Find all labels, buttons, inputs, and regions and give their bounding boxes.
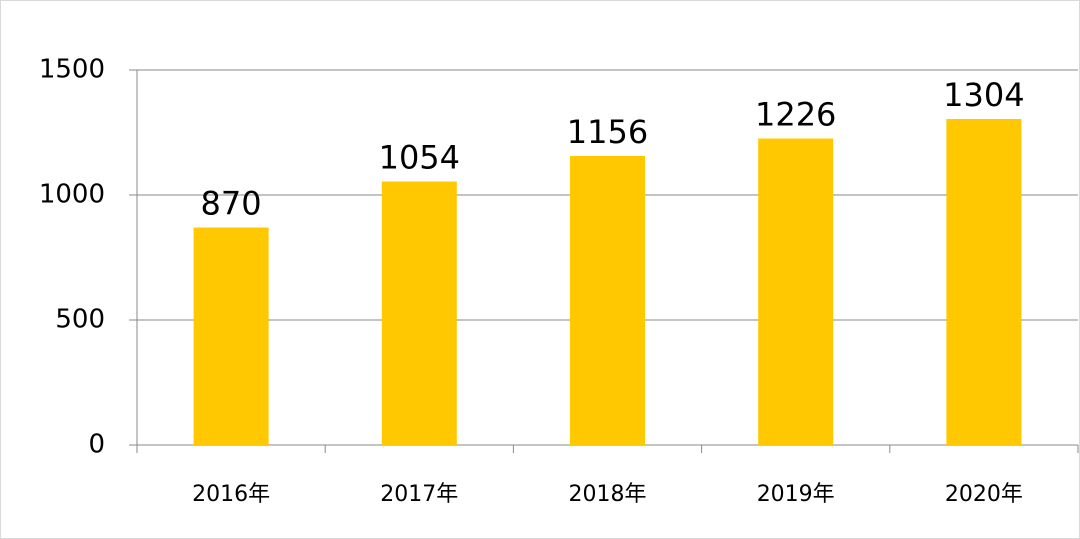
bar [570,156,645,445]
y-tick-label: 1500 [39,55,105,85]
data-label: 870 [201,185,262,223]
x-tick-label: 2018年 [569,482,647,507]
data-label: 1304 [943,76,1024,114]
bar [381,181,457,445]
y-tick-label: 1000 [39,180,105,210]
bar [946,119,1022,445]
x-tick-label: 2016年 [192,482,270,507]
data-label: 1226 [755,96,836,134]
y-tick-label: 500 [55,305,105,335]
x-tick-label: 2019年 [757,482,835,507]
data-label: 1156 [567,113,648,151]
bar [758,138,834,445]
x-tick-label: 2020年 [945,482,1023,507]
bar [193,227,269,445]
x-tick-label: 2017年 [380,482,458,507]
data-label: 1054 [379,139,460,177]
y-tick-label: 0 [88,430,105,460]
